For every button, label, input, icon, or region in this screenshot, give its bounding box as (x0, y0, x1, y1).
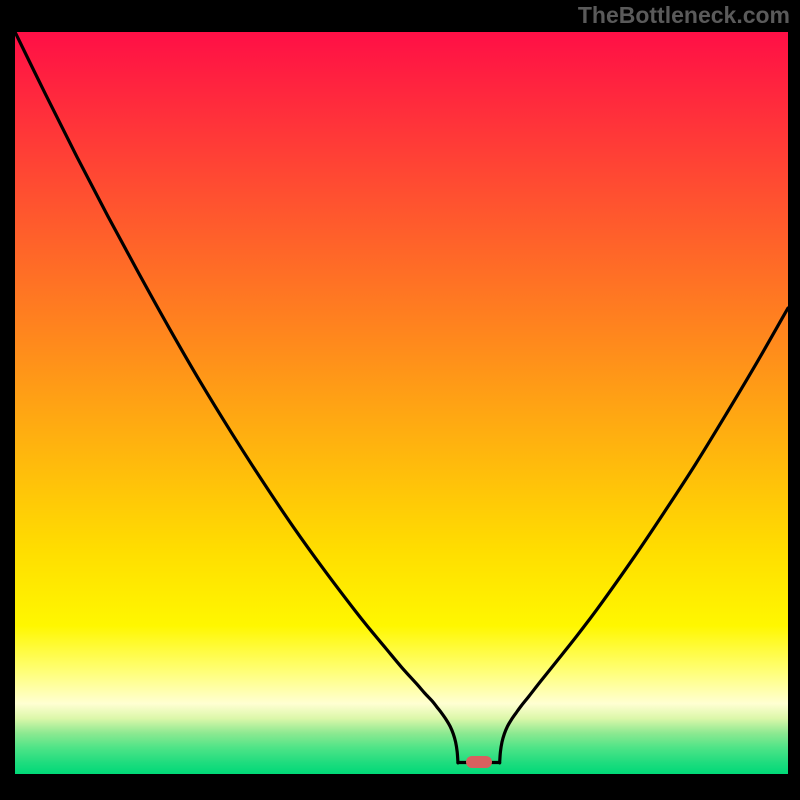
plot-area (15, 32, 788, 774)
curve-path (15, 32, 788, 763)
bottleneck-curve (15, 32, 788, 774)
optimum-marker (466, 756, 492, 768)
watermark-text: TheBottleneck.com (578, 2, 790, 29)
